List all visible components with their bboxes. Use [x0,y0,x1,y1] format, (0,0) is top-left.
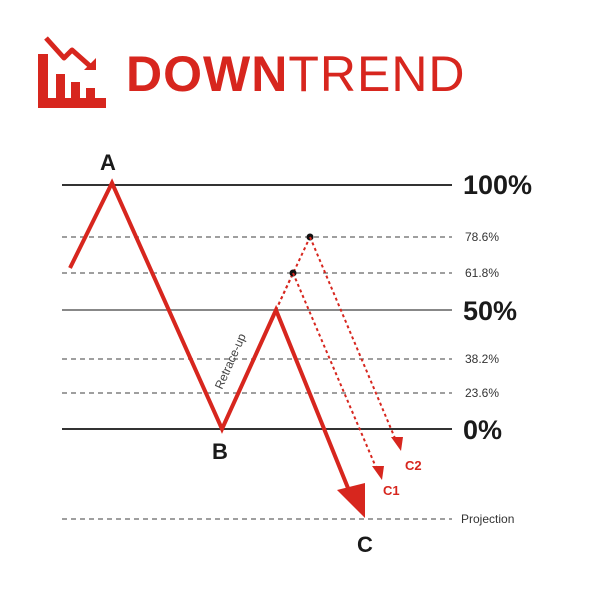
point-label-c2: C2 [405,458,422,473]
point-label-c1: C1 [383,483,400,498]
point-label-b: B [212,439,228,464]
label-50: 50% [463,296,517,326]
point-label-c: C [357,532,373,557]
trend-path [68,178,352,494]
logo-word-trend: TREND [288,46,466,102]
label-23-6: 23.6% [465,386,499,400]
logo-title: DOWNTREND [126,44,466,104]
projection-arrow-c1 [372,466,384,480]
logo-word-down: DOWN [126,46,289,102]
projection-dotted-c2 [309,236,398,444]
downtrend-chart-icon [38,36,106,108]
label-projection: Projection [461,512,514,526]
label-38-2: 38.2% [465,352,499,366]
projection-arrow-c2 [391,437,403,451]
projection-dotted-c1 [292,272,379,473]
label-100: 100% [463,170,532,200]
retrace-dotted-78-6 [275,236,311,311]
label-61-8: 61.8% [465,266,499,280]
point-label-a: A [100,150,116,175]
label-0: 0% [463,415,502,445]
label-78-6: 78.6% [465,230,499,244]
trend-arrowhead [337,483,365,518]
